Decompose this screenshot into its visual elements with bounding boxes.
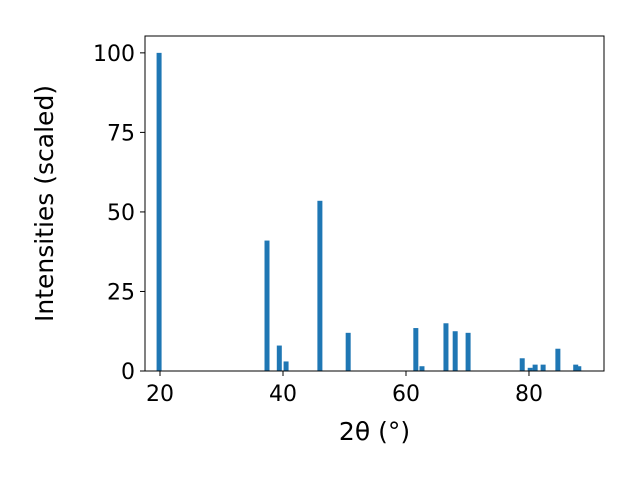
bar [276, 345, 282, 371]
bar [555, 348, 561, 371]
bar [540, 364, 546, 371]
y-tick-label: 75 [107, 121, 135, 146]
bar [156, 52, 162, 371]
bar [465, 332, 471, 371]
y-tick-label: 0 [121, 360, 135, 385]
x-axis-label: 2θ (°) [339, 417, 410, 446]
bar [452, 331, 458, 371]
x-tick-label: 20 [146, 382, 174, 407]
y-tick-label: 25 [107, 280, 135, 305]
y-tick-label: 50 [107, 201, 135, 226]
x-tick-label: 40 [269, 382, 297, 407]
bar [264, 240, 270, 371]
bar [576, 366, 582, 371]
bar [527, 367, 533, 371]
bar [413, 328, 419, 371]
bar [283, 361, 289, 371]
bar [532, 364, 538, 371]
bar [419, 366, 425, 371]
y-axis-label: Intensities (scaled) [30, 85, 59, 322]
plot-frame [144, 35, 605, 372]
x-tick-label: 80 [515, 382, 543, 407]
y-tick-label: 100 [93, 42, 135, 67]
bar [519, 358, 525, 371]
bar [443, 323, 449, 371]
bar [317, 200, 323, 371]
bar [573, 364, 579, 371]
x-tick-label: 60 [392, 382, 420, 407]
bar [345, 332, 351, 371]
